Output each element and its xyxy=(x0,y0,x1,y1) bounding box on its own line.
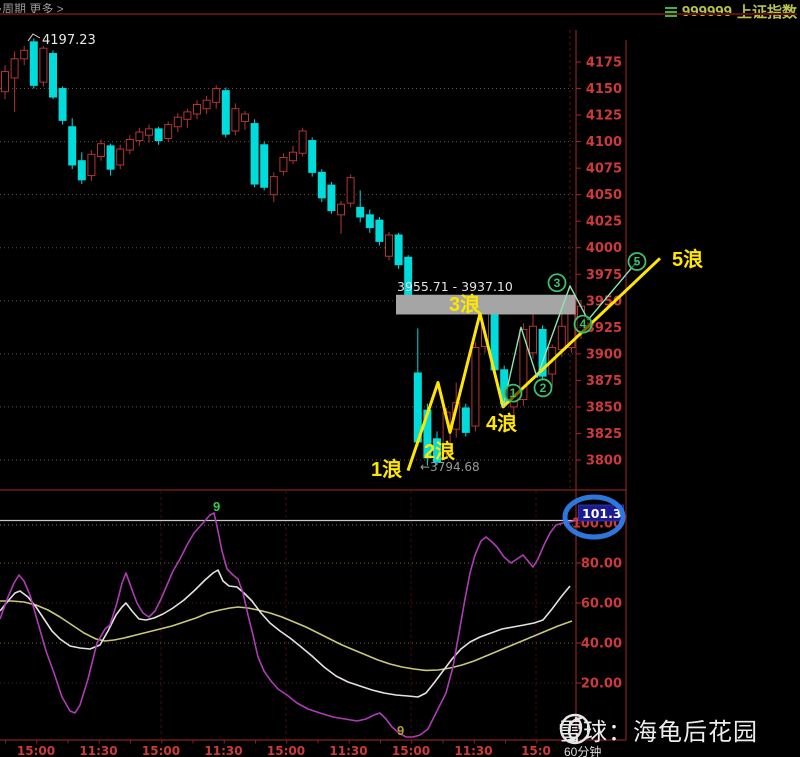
wave-count-circle xyxy=(503,383,523,403)
gridlines xyxy=(0,30,576,739)
price-axis-label: 3875 xyxy=(586,374,622,389)
wave-count-number: 3 xyxy=(554,276,561,290)
wave-label: 2浪 xyxy=(424,439,455,463)
indicator-line-D xyxy=(0,600,573,672)
highlight-callout: 101.3 xyxy=(562,494,626,540)
svg-text:←3794.68: ←3794.68 xyxy=(420,460,480,474)
indicator-axis-label: 80.00 xyxy=(581,557,622,572)
price-axis-label: 4000 xyxy=(586,241,622,256)
wave-label: 1浪 xyxy=(371,457,402,481)
time-axis-label: 11:30 xyxy=(79,744,117,757)
wave-count-number: 4 xyxy=(580,317,587,331)
kdj-indicator: 99 xyxy=(0,499,578,738)
price-axis-label: 4125 xyxy=(586,109,622,124)
td9-marker: 9 xyxy=(397,723,404,738)
axes: 4175415041254100407540504025400039753950… xyxy=(0,30,627,757)
wave-label: 3浪 xyxy=(449,292,480,316)
highlight-ellipse xyxy=(562,494,626,540)
wave-count-circle xyxy=(547,273,567,293)
price-axis-label: 3825 xyxy=(586,427,622,442)
indicator-axis-label: 60.00 xyxy=(581,597,622,612)
time-axis-label: 11:30 xyxy=(204,744,242,757)
elliott-wave-line xyxy=(406,257,662,472)
period-menu[interactable]: 多周期 更多 > xyxy=(0,2,64,16)
wave-count-number: 1 xyxy=(510,386,517,400)
watermark-text: 雪球：海龟后花园 xyxy=(558,719,758,746)
wave-label: 4浪 xyxy=(486,411,517,435)
price-axis-label: 4075 xyxy=(586,162,622,177)
price-axis-label: 3900 xyxy=(586,347,622,362)
price-axis-label: 3975 xyxy=(586,268,622,283)
svg-text:4197.23: 4197.23 xyxy=(42,33,96,48)
wave-count-circle xyxy=(573,314,593,334)
indicator-line-K xyxy=(0,569,571,698)
time-axis-label: 11:30 xyxy=(329,744,367,757)
indicator-axis-label: 20.00 xyxy=(581,677,622,692)
indicator-axis-label: 40.00 xyxy=(581,637,622,652)
price-axis-label: 4050 xyxy=(586,188,622,203)
wave-annotations: 1浪 2浪 3浪 4浪 5浪 1 2 3 4 5 xyxy=(371,247,703,481)
indicator-line-J xyxy=(0,512,577,738)
symbol-code: 999999 xyxy=(681,3,732,20)
sub-wave-line xyxy=(502,261,638,408)
wave-count-number: 5 xyxy=(634,255,641,269)
time-axis-label: 15:0 xyxy=(521,744,551,757)
price-axis-label: 3850 xyxy=(586,400,622,415)
td9-marker: 9 xyxy=(213,499,220,514)
price-axis-label: 3800 xyxy=(586,454,622,469)
price-axis-label: 4175 xyxy=(586,56,622,71)
price-axis-label: 3925 xyxy=(586,321,622,336)
wave-count-number: 2 xyxy=(540,381,547,395)
xueqiu-logo-icon xyxy=(559,713,591,745)
wave-label: 5浪 xyxy=(672,247,703,271)
wave-count-circle xyxy=(627,252,647,271)
svg-text:3955.71 - 3937.10: 3955.71 - 3937.10 xyxy=(397,279,513,294)
symbol-title[interactable]: 999999 上证指数 xyxy=(664,1,797,22)
header-divider xyxy=(0,13,797,15)
interval-label[interactable]: 60分钟 xyxy=(564,745,602,757)
price-axis-label: 4100 xyxy=(586,135,622,150)
candlestick-series xyxy=(1,38,585,466)
time-axis-label: 15:00 xyxy=(142,744,180,757)
indicator-value: 101.3 xyxy=(582,506,622,521)
symbol-name: 上证指数 xyxy=(737,1,797,22)
time-axis-label: 15:00 xyxy=(392,744,430,757)
price-axis-label: 4025 xyxy=(586,215,622,230)
watermark: 雪球：海龟后花园 xyxy=(558,712,758,747)
time-axis-label: 15:00 xyxy=(17,744,55,757)
hamburger-icon xyxy=(664,5,677,19)
time-axis-label: 15:00 xyxy=(267,744,305,757)
resistance-band: 3955.71 - 3937.10 4197.23 ←3794.68 xyxy=(27,33,576,474)
wave-count-circle xyxy=(533,378,553,398)
time-axis-label: 11:30 xyxy=(454,744,492,757)
price-axis-label: 4150 xyxy=(586,82,622,97)
